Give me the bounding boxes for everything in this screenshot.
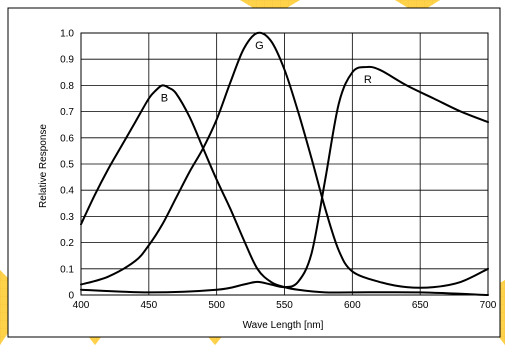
y-tick-label: 0.5 [60, 160, 74, 171]
y-tick-label: 0.1 [60, 264, 74, 275]
x-tick-label: 600 [344, 300, 361, 311]
series-line-g [80, 31, 489, 289]
y-tick-label: 0.7 [60, 107, 74, 118]
series-line-r [80, 65, 489, 294]
x-tick-label: 400 [73, 300, 90, 311]
x-tick-label: 650 [412, 300, 429, 311]
y-tick-label: 0.9 [60, 55, 74, 66]
series-label-g: G [255, 40, 264, 52]
y-tick-label: 0.2 [60, 238, 74, 249]
x-axis-title: Wave Length [nm] [243, 320, 324, 331]
y-tick-label: 0.3 [60, 212, 74, 223]
x-tick-label: 700 [480, 300, 497, 311]
label-layer: B G R [161, 40, 372, 104]
y-tick-label: 1.0 [60, 29, 74, 40]
y-tick-label: 0.6 [60, 133, 74, 144]
watermark-shape [395, 0, 440, 14]
series-label-b: B [161, 92, 168, 104]
series-label-r: R [364, 74, 372, 86]
series-layer [80, 31, 489, 296]
grid-layer [80, 32, 489, 296]
y-tick-label: 0.4 [60, 186, 74, 197]
tick-layer: 400 450 500 550 600 650 700 0 0.1 0.2 0.3 0.4 0.5 0.6… [60, 29, 497, 312]
y-axis-title: Relative Response [38, 124, 49, 208]
x-tick-label: 450 [140, 300, 157, 311]
y-tick-label: 0.8 [60, 81, 74, 92]
x-tick-label: 500 [208, 300, 225, 311]
x-tick-label: 550 [276, 300, 293, 311]
y-tick-label: 0 [68, 291, 74, 302]
